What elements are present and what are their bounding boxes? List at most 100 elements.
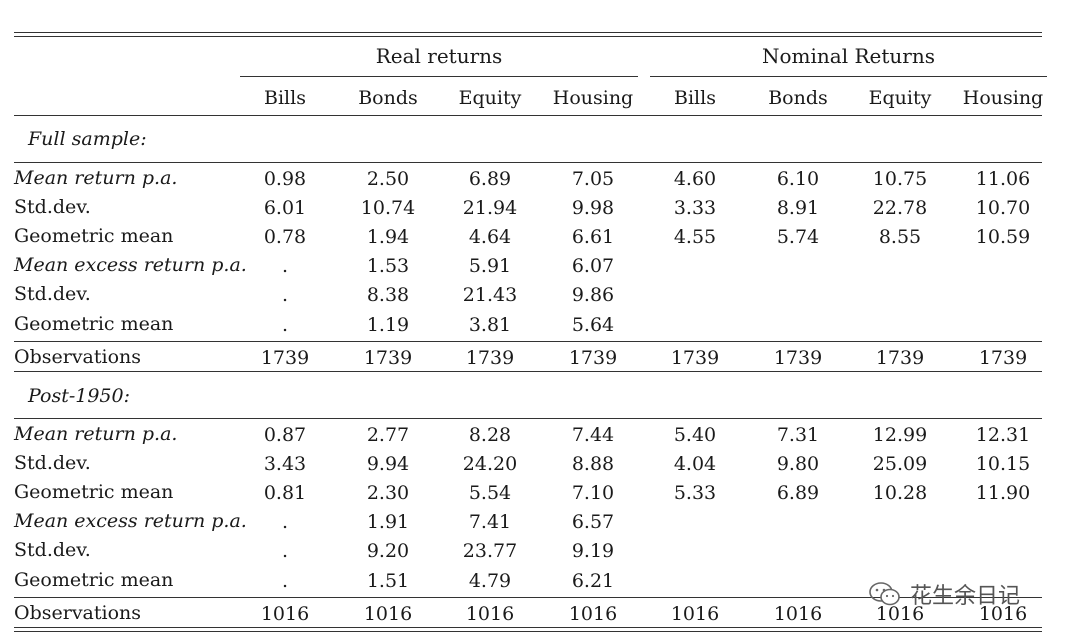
table-cell: 6.57 [571,511,615,533]
bottom-rule-1 [14,627,1042,628]
table-cell: 7.41 [468,511,512,533]
col-header-real-housing: Housing [552,87,634,109]
table-cell: 4.04 [673,453,717,475]
table-cell: 9.86 [571,284,615,306]
table-cell: 21.94 [462,197,518,219]
observations-cell: 1739 [773,347,823,369]
table-cell: 5.54 [468,482,512,504]
table-cell: 0.81 [263,482,307,504]
table-cell: 11.06 [975,168,1031,190]
table-cell: 23.77 [462,540,518,562]
table-cell: 9.19 [571,540,615,562]
table-cell: 10.28 [872,482,928,504]
table-cell: 5.74 [776,226,820,248]
table-cell: 2.50 [366,168,410,190]
table-cell: . [281,511,289,533]
nominal-returns-header: Nominal Returns [762,44,935,68]
row-label: Geometric mean [14,569,174,591]
section2-title-rule [14,418,1042,419]
real-group-rule [240,76,638,77]
table-cell: 7.10 [571,482,615,504]
row-label: Std.dev. [14,196,91,218]
row-label: Mean return p.a. [14,167,178,189]
row-label: Mean excess return p.a. [14,510,247,532]
table-cell: 22.78 [872,197,928,219]
row-label: Std.dev. [14,539,91,561]
table-cell: 9.98 [571,197,615,219]
table-cell: 11.90 [975,482,1031,504]
observations-cell: 1739 [363,347,413,369]
observations-cell: 1739 [978,347,1028,369]
col-header-nominal-housing: Housing [962,87,1044,109]
table-cell: 9.94 [366,453,410,475]
table-cell: 5.40 [673,424,717,446]
observations-cell: 1016 [773,603,823,625]
col-header-real-equity: Equity [458,87,522,109]
table-cell: 10.70 [975,197,1031,219]
table-cell: 7.31 [776,424,820,446]
observations-cell: 1016 [875,603,925,625]
col-header-real-bills: Bills [264,87,306,109]
real-returns-header: Real returns [375,44,503,68]
observations-label: Observations [14,602,142,624]
table-cell: 4.60 [673,168,717,190]
table-cell: 5.33 [673,482,717,504]
table-cell: 8.28 [468,424,512,446]
row-label: Mean excess return p.a. [14,254,247,276]
section1-title-rule [14,162,1042,163]
table-cell: 2.30 [366,482,410,504]
observations-cell: 1739 [670,347,720,369]
wechat-icon [869,582,900,606]
observations-cell: 1016 [568,603,618,625]
table-cell: 7.05 [571,168,615,190]
section-title-full-sample: Full sample: [28,128,147,150]
table-cell: 1.51 [366,570,410,592]
observations-cell: 1739 [465,347,515,369]
table-cell: 6.07 [571,255,615,277]
table-cell: 10.59 [975,226,1031,248]
table-cell: 8.88 [571,453,615,475]
table-cell: . [281,314,289,336]
section1-obs-bottom-rule [14,371,1042,372]
table-cell: 1.19 [366,314,410,336]
table-cell: 1.53 [366,255,410,277]
section2-obs-top-rule [14,597,1042,598]
table-cell: 8.38 [366,284,410,306]
table-cell: 6.01 [263,197,307,219]
nominal-group-rule [650,76,1047,77]
observations-cell: 1016 [363,603,413,625]
table-cell: 5.91 [468,255,512,277]
top-rule-1 [14,32,1042,33]
table-cell: 5.64 [571,314,615,336]
table-cell: 0.78 [263,226,307,248]
col-header-nominal-equity: Equity [868,87,932,109]
table-cell: . [281,255,289,277]
table-cell: 2.77 [366,424,410,446]
top-rule-2 [14,36,1042,37]
header-bottom-rule [14,115,1042,116]
table-cell: 3.33 [673,197,717,219]
col-header-nominal-bonds: Bonds [768,87,828,109]
row-label: Geometric mean [14,225,174,247]
watermark-text: 花生余日记 [910,584,1021,609]
row-label: Mean return p.a. [14,423,178,445]
col-header-nominal-bills: Bills [674,87,716,109]
table-cell: 10.15 [975,453,1031,475]
table-cell: 1.91 [366,511,410,533]
table-cell: 12.99 [872,424,928,446]
table-cell: 4.64 [468,226,512,248]
col-header-real-bonds: Bonds [358,87,418,109]
observations-cell: 1016 [260,603,310,625]
table-cell: 10.74 [360,197,416,219]
table-cell: 24.20 [462,453,518,475]
table-cell: 4.79 [468,570,512,592]
row-label: Geometric mean [14,481,174,503]
observations-cell: 1739 [875,347,925,369]
table-cell: 6.89 [468,168,512,190]
table-cell: 6.89 [776,482,820,504]
table-cell: 10.75 [872,168,928,190]
row-label: Geometric mean [14,313,174,335]
table-cell: 6.21 [571,570,615,592]
watermark: 花生余日记 [868,578,1020,610]
table-cell: 4.55 [673,226,717,248]
